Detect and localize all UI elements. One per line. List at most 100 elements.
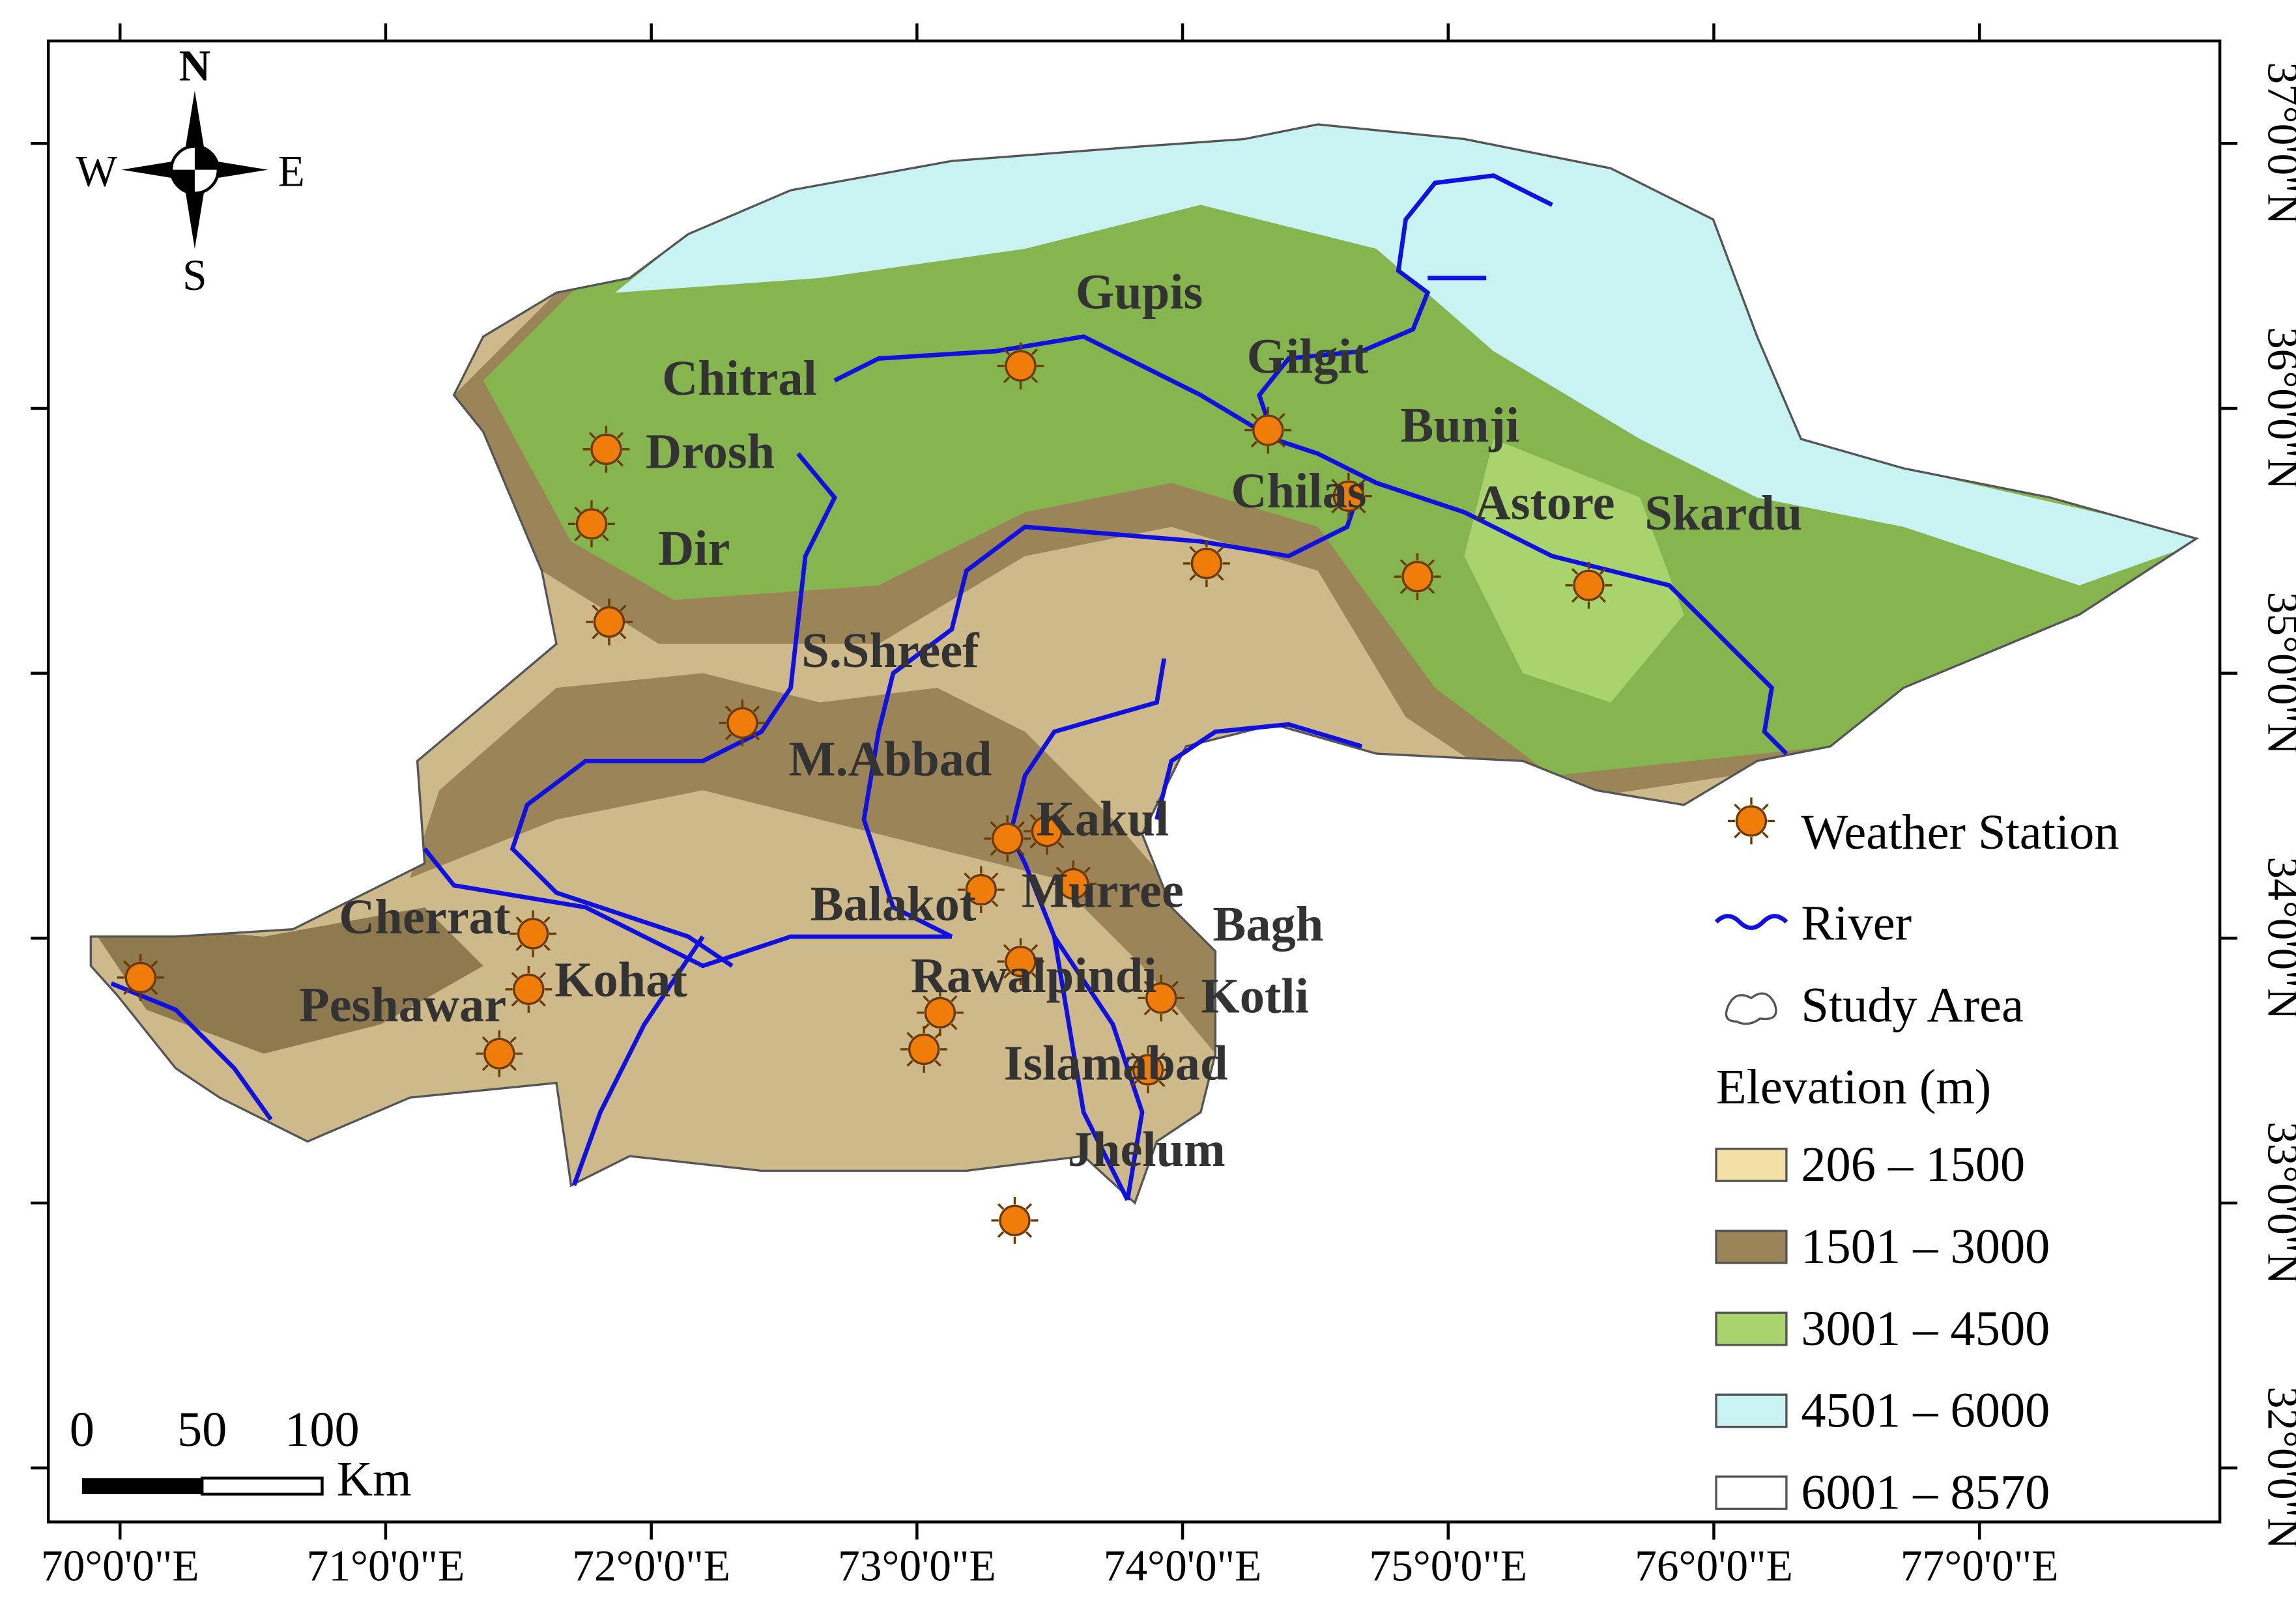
scale-label: 100	[285, 1402, 360, 1457]
compass: N S W E	[76, 42, 305, 300]
station-label: Bunji	[1400, 397, 1519, 453]
station-ray	[1250, 440, 1258, 448]
station-ray	[1003, 376, 1011, 384]
station-ray	[1278, 440, 1285, 448]
station-ray	[602, 534, 609, 541]
station-label: Murree	[1022, 863, 1184, 918]
y-tick-label: 32°0'0"N	[2259, 1387, 2296, 1550]
station-label: Kakul	[1036, 791, 1169, 846]
station-ray	[753, 705, 760, 713]
station-ray	[1029, 842, 1037, 849]
station-ray	[906, 1060, 913, 1067]
station-ray	[1025, 1231, 1033, 1238]
station-marker	[593, 606, 625, 638]
y-tick-label: 35°0'0"N	[2259, 592, 2296, 755]
station-marker	[513, 973, 545, 1005]
station-ray	[616, 432, 624, 439]
station-ray	[1359, 506, 1366, 514]
station-ray	[1278, 412, 1285, 420]
station-ray	[1025, 1203, 1033, 1210]
station-ray	[1599, 596, 1607, 603]
station-label: Chilas	[1231, 463, 1366, 518]
station-ray	[964, 872, 971, 879]
station-ray	[1083, 866, 1091, 873]
station-ray	[1003, 944, 1011, 951]
station-marker	[726, 707, 758, 739]
x-tick-label: 74°0'0"E	[1104, 1542, 1262, 1591]
scale-bar: 0 50 100 Km	[70, 1402, 412, 1507]
station-marker	[1005, 945, 1037, 978]
station-ray	[1158, 1080, 1166, 1088]
station-ray	[1143, 980, 1151, 988]
station-marker	[1401, 561, 1433, 593]
station-ray	[543, 916, 551, 924]
station-ray	[620, 604, 627, 612]
station-label: Bagh	[1213, 896, 1323, 952]
legend-label: 206 – 1500	[1801, 1137, 2025, 1192]
station-ray	[1734, 803, 1741, 811]
station-label: Drosh	[646, 424, 775, 479]
station-ray	[725, 705, 732, 713]
station-marker	[924, 997, 956, 1028]
station-ray	[616, 460, 624, 467]
station-label: Kohat	[554, 952, 687, 1008]
legend-swatch	[1715, 1311, 1788, 1346]
station-ray	[620, 632, 627, 640]
x-tick-label: 77°0'0"E	[1901, 1542, 2059, 1591]
legend-swatch	[1715, 1393, 1788, 1428]
station-marker	[992, 823, 1024, 855]
station-ray	[1399, 587, 1407, 594]
station-label: S.Shreef	[801, 623, 980, 678]
station-ray	[1003, 348, 1011, 356]
station-ray	[1571, 568, 1579, 575]
station-ray	[1130, 1080, 1138, 1088]
station-ray	[1428, 559, 1435, 566]
station-marker	[1005, 350, 1037, 382]
station-marker	[1145, 982, 1177, 1014]
station-label: Dir	[658, 520, 730, 576]
station-label: Gupis	[1076, 264, 1203, 320]
station-ray	[1083, 894, 1091, 901]
station-ray	[1428, 587, 1435, 594]
station-ray	[1055, 894, 1063, 901]
station-ray	[1399, 559, 1407, 566]
station-ray	[1217, 546, 1224, 553]
station-marker	[1735, 805, 1768, 837]
station-ray	[997, 1231, 1005, 1238]
station-marker	[908, 1033, 940, 1066]
y-tick-label: 36°0'0"N	[2259, 327, 2296, 490]
station-ray	[1734, 831, 1741, 839]
scale-label: 50	[177, 1402, 227, 1457]
legend-title: Elevation (m)	[1716, 1059, 1991, 1114]
x-tick-label: 70°0'0"E	[41, 1542, 199, 1591]
legend: Weather Station River Study Area Elevati…	[1714, 797, 2119, 1520]
station-label: Balakot	[811, 876, 977, 931]
compass-label: N	[179, 42, 211, 91]
station-marker	[965, 873, 997, 906]
station-label: Kotli	[1201, 968, 1309, 1023]
y-tick-label: 37°0'0"N	[2259, 62, 2296, 225]
x-tick-label: 72°0'0"E	[572, 1542, 730, 1591]
station-ray	[1031, 376, 1039, 384]
station-marker	[1252, 414, 1284, 446]
station-ray	[1029, 814, 1037, 821]
station-label: Peshawar	[299, 977, 506, 1032]
legend-label: Study Area	[1801, 977, 2024, 1032]
station-ray	[753, 733, 760, 741]
station-ray	[1189, 574, 1196, 581]
station-ray	[997, 1203, 1005, 1210]
station-ray	[934, 1032, 941, 1039]
station-ray	[588, 432, 596, 439]
legend-label: 6001 – 8570	[1801, 1464, 2050, 1520]
station-marker	[517, 918, 549, 950]
compass-label: S	[182, 251, 207, 300]
station-ray	[543, 944, 551, 952]
station-ray	[934, 1060, 941, 1067]
station-marker	[1332, 480, 1365, 512]
station-label: Rawalpindi	[911, 948, 1157, 1003]
station-marker	[590, 433, 622, 465]
station-ray	[574, 506, 581, 514]
station-ray	[1571, 596, 1579, 603]
station-ray	[1143, 1008, 1151, 1015]
station-ray	[511, 972, 519, 979]
